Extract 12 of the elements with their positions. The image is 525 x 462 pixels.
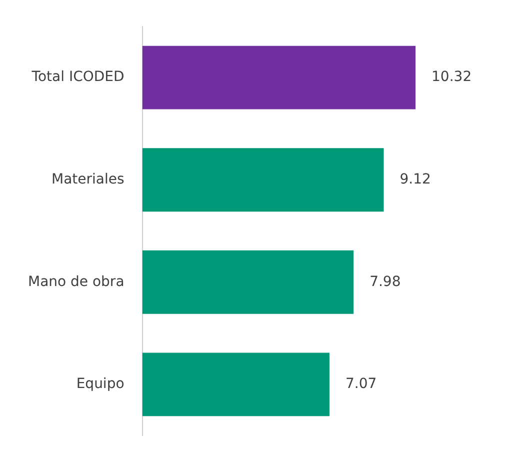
bar <box>142 46 416 110</box>
data-label: 10.32 <box>432 69 472 86</box>
y-tick-label: Total ICODED <box>30 69 124 86</box>
bar <box>142 352 330 416</box>
data-label: 7.98 <box>370 274 401 290</box>
data-label: 9.12 <box>400 171 431 188</box>
y-tick-label: Equipo <box>76 376 124 392</box>
y-tick-label: Mano de obra <box>28 274 124 290</box>
data-label: 7.07 <box>345 376 377 392</box>
bar <box>142 250 354 314</box>
bar <box>142 148 384 212</box>
y-tick-label: Materiales <box>51 171 124 188</box>
